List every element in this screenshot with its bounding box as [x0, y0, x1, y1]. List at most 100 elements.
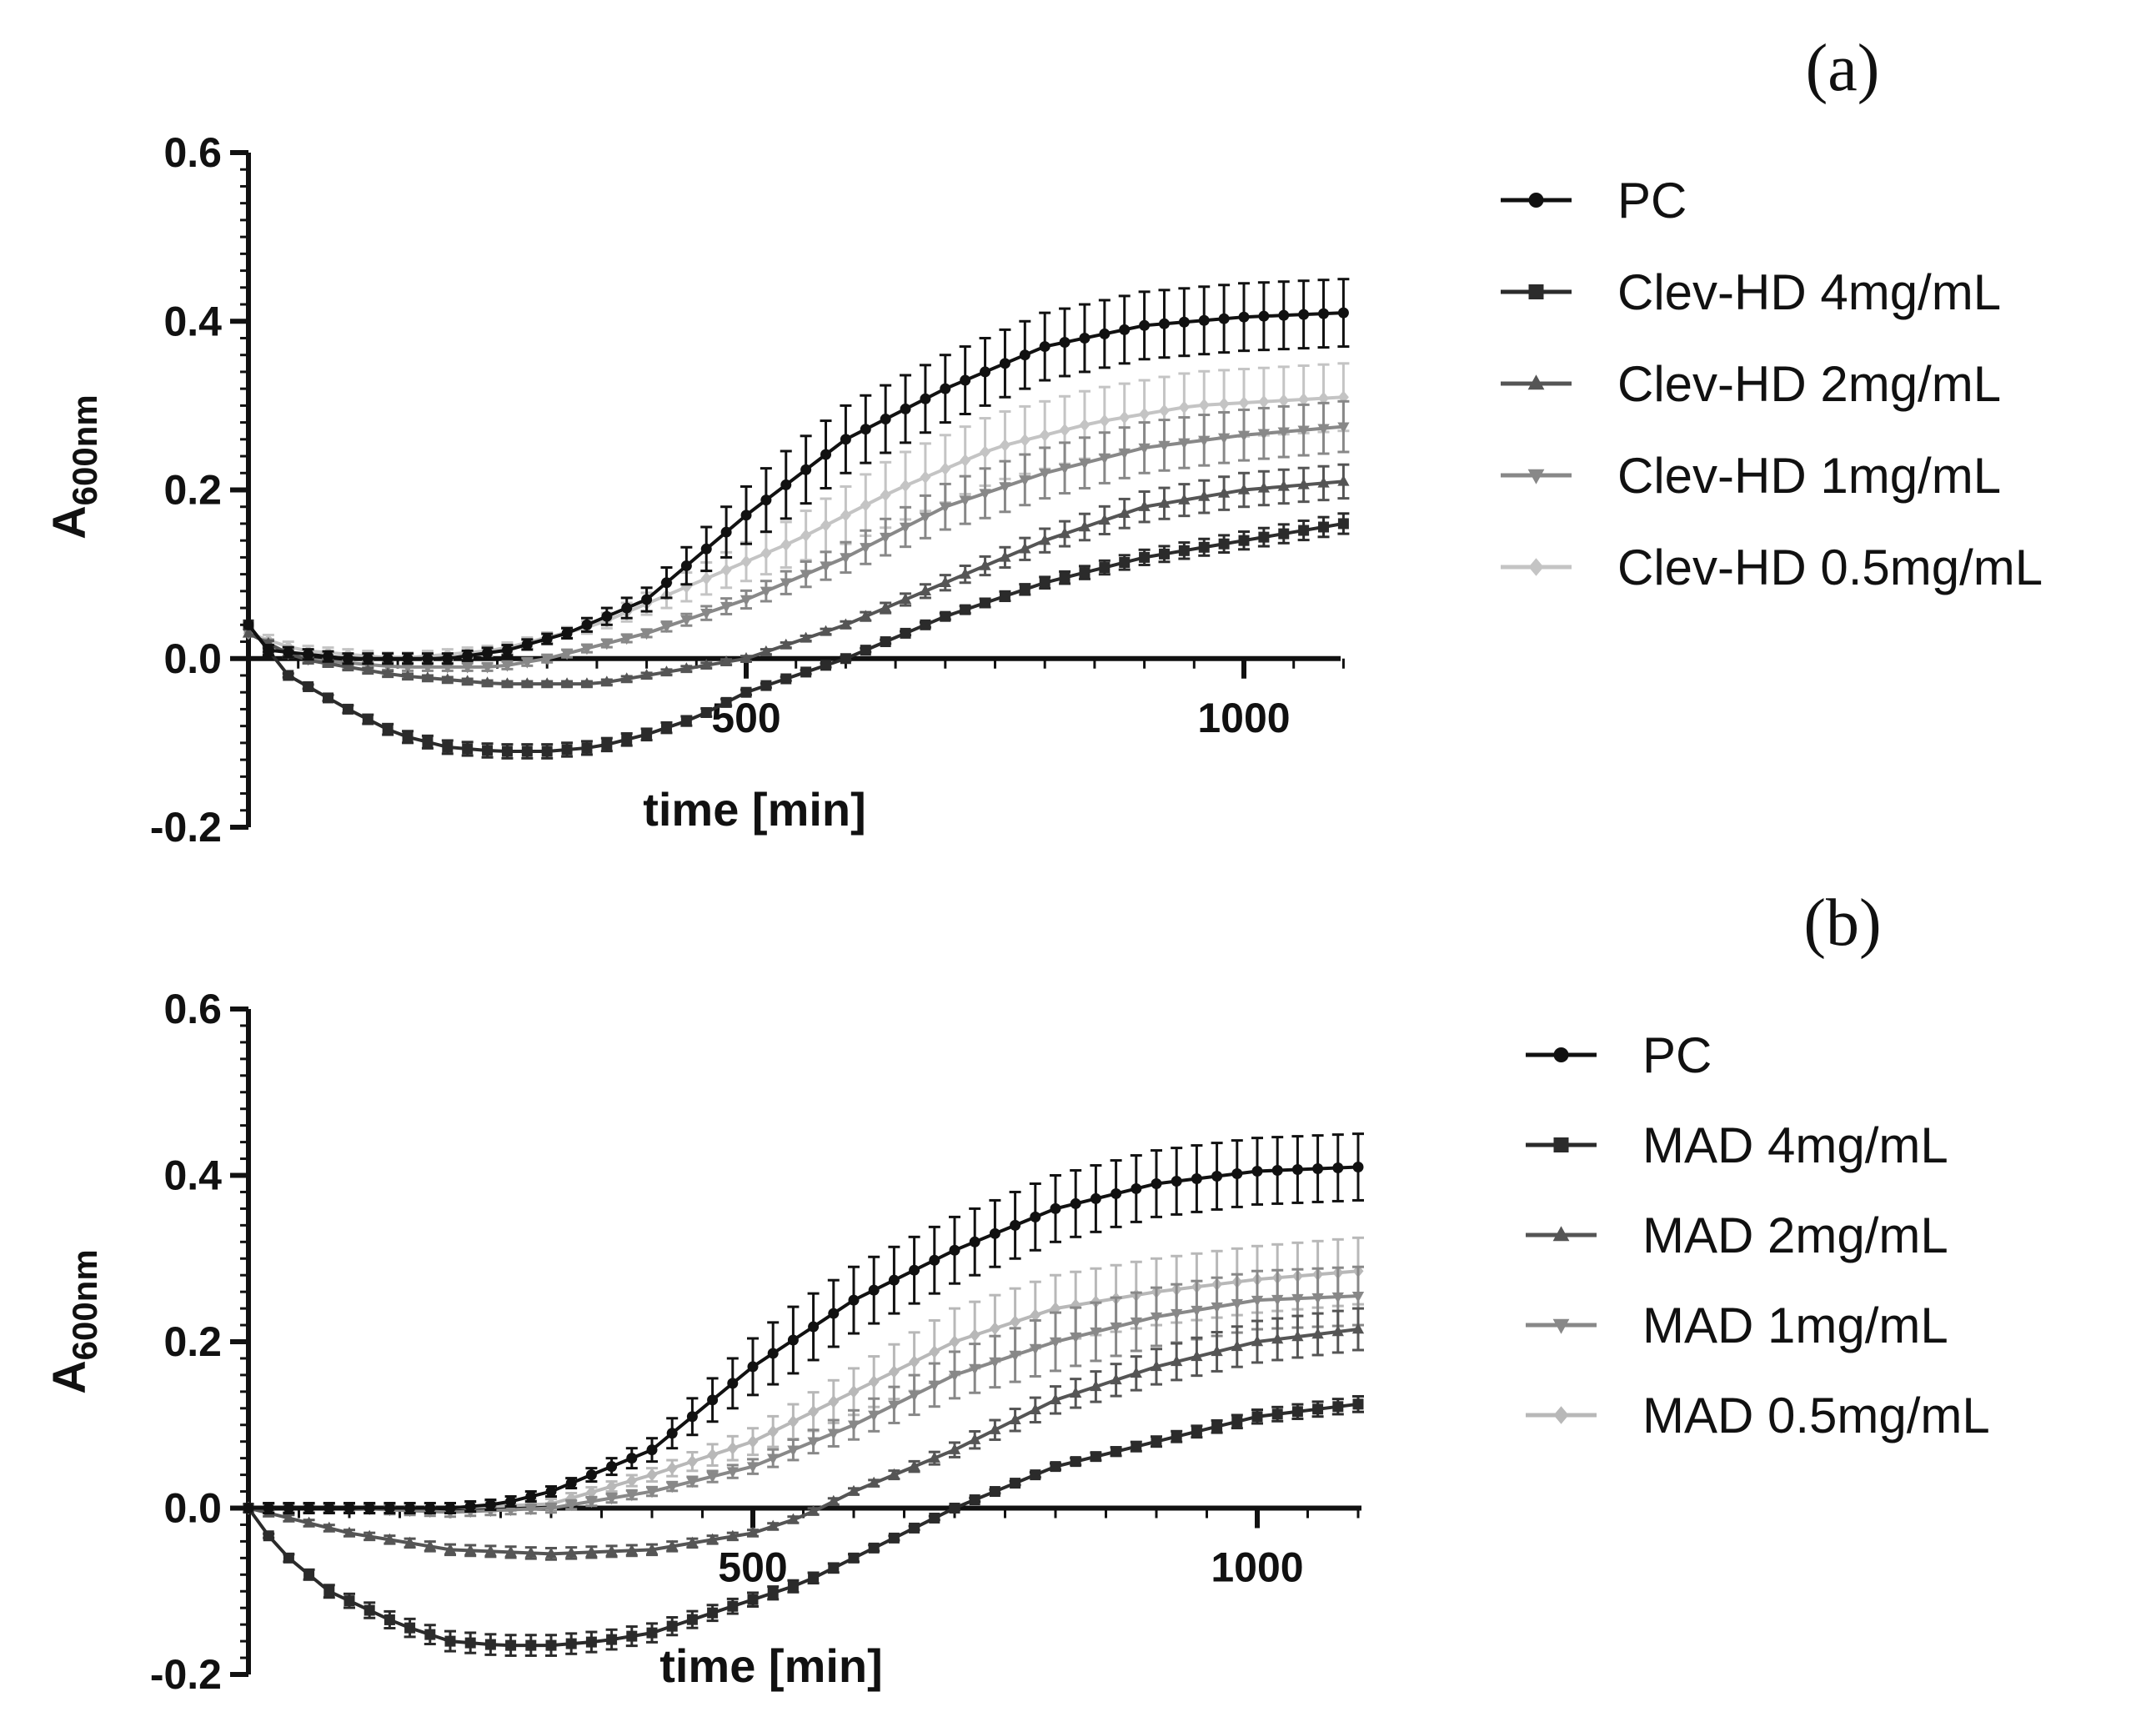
data-point	[283, 670, 294, 681]
data-point	[283, 646, 294, 658]
data-point	[382, 724, 394, 735]
data-point	[820, 449, 832, 460]
data-point	[1029, 1403, 1041, 1414]
legend-marker	[1528, 193, 1544, 208]
data-point	[840, 509, 851, 522]
data-point	[1258, 394, 1270, 409]
data-point	[767, 1453, 780, 1465]
data-point	[303, 1503, 315, 1514]
data-point	[404, 1503, 416, 1514]
data-point	[1131, 1182, 1142, 1194]
data-point	[565, 1500, 578, 1512]
data-point	[1178, 316, 1190, 328]
data-point	[1257, 429, 1271, 440]
data-point	[747, 1594, 759, 1605]
data-point	[1278, 309, 1290, 321]
data-point	[1298, 393, 1310, 406]
data-point	[1198, 489, 1211, 501]
data-point	[980, 445, 991, 459]
data-point	[521, 746, 533, 757]
data-point	[880, 414, 891, 425]
data-point	[541, 633, 553, 645]
data-point	[1331, 1325, 1344, 1337]
data-point	[720, 655, 733, 666]
data-point	[980, 597, 991, 609]
data-point	[880, 488, 891, 502]
data-point	[481, 676, 494, 688]
data-point	[484, 1639, 496, 1650]
data-point	[949, 1503, 960, 1514]
data-point	[868, 1375, 880, 1388]
data-point	[900, 627, 911, 639]
data-point	[800, 529, 812, 542]
series-pc	[243, 278, 1350, 665]
data-point	[1098, 514, 1111, 525]
data-point	[1291, 1164, 1303, 1176]
data-point	[1291, 1330, 1304, 1342]
data-point	[787, 1513, 800, 1524]
data-point	[521, 639, 533, 650]
data-point	[422, 653, 434, 665]
data-point	[1158, 548, 1170, 560]
data-point	[424, 1629, 436, 1640]
data-point	[484, 1544, 497, 1556]
data-point	[501, 746, 513, 757]
data-point	[999, 590, 1010, 602]
data-point	[1058, 527, 1071, 539]
data-point	[840, 653, 851, 665]
data-point	[1030, 1211, 1041, 1222]
data-point	[1331, 1292, 1344, 1303]
data-point	[402, 653, 414, 665]
data-point	[969, 1328, 980, 1342]
data-point	[1010, 1315, 1021, 1328]
data-point	[501, 677, 514, 689]
data-point	[323, 650, 334, 662]
data-point	[949, 1244, 960, 1256]
data-point	[1317, 424, 1330, 435]
data-point	[560, 649, 574, 660]
data-point	[686, 1477, 699, 1489]
data-point	[243, 1503, 254, 1514]
data-point	[1158, 496, 1171, 508]
data-point	[263, 645, 274, 656]
data-point	[1049, 1337, 1062, 1348]
data-point	[1231, 1416, 1243, 1428]
data-point	[1291, 1293, 1304, 1305]
data-point	[940, 462, 951, 476]
data-point	[621, 602, 633, 614]
data-point	[760, 494, 772, 506]
data-point	[787, 1580, 799, 1592]
data-point	[979, 559, 991, 570]
data-point	[242, 626, 255, 638]
data-point	[303, 680, 314, 692]
x-tick-label: 1000	[1211, 1544, 1303, 1591]
data-point	[800, 666, 812, 678]
data-point	[441, 662, 454, 674]
data-point	[989, 1486, 1000, 1498]
data-point	[342, 653, 353, 665]
data-point	[601, 739, 613, 751]
legend-entry: MAD 4mg/mL	[1526, 1117, 1948, 1173]
data-point	[1198, 398, 1210, 412]
data-point	[482, 745, 494, 756]
data-point	[626, 1473, 638, 1488]
data-point	[1258, 531, 1270, 543]
data-point	[920, 619, 931, 630]
data-point	[544, 1504, 558, 1515]
data-point	[384, 1614, 395, 1625]
data-point	[959, 495, 971, 507]
data-point	[444, 1543, 457, 1554]
y-tick-label: -0.2	[150, 804, 222, 851]
data-point	[940, 383, 951, 394]
data-point	[908, 1459, 920, 1471]
data-point	[424, 1503, 436, 1514]
data-point	[686, 1454, 698, 1468]
data-point	[1059, 337, 1070, 349]
data-point	[1090, 1451, 1101, 1463]
legend-marker	[1528, 284, 1544, 299]
data-point	[1317, 476, 1330, 488]
data-point	[362, 664, 374, 675]
data-point	[1158, 404, 1170, 418]
data-point	[645, 1487, 659, 1499]
legend-label: MAD 4mg/mL	[1642, 1117, 1948, 1173]
